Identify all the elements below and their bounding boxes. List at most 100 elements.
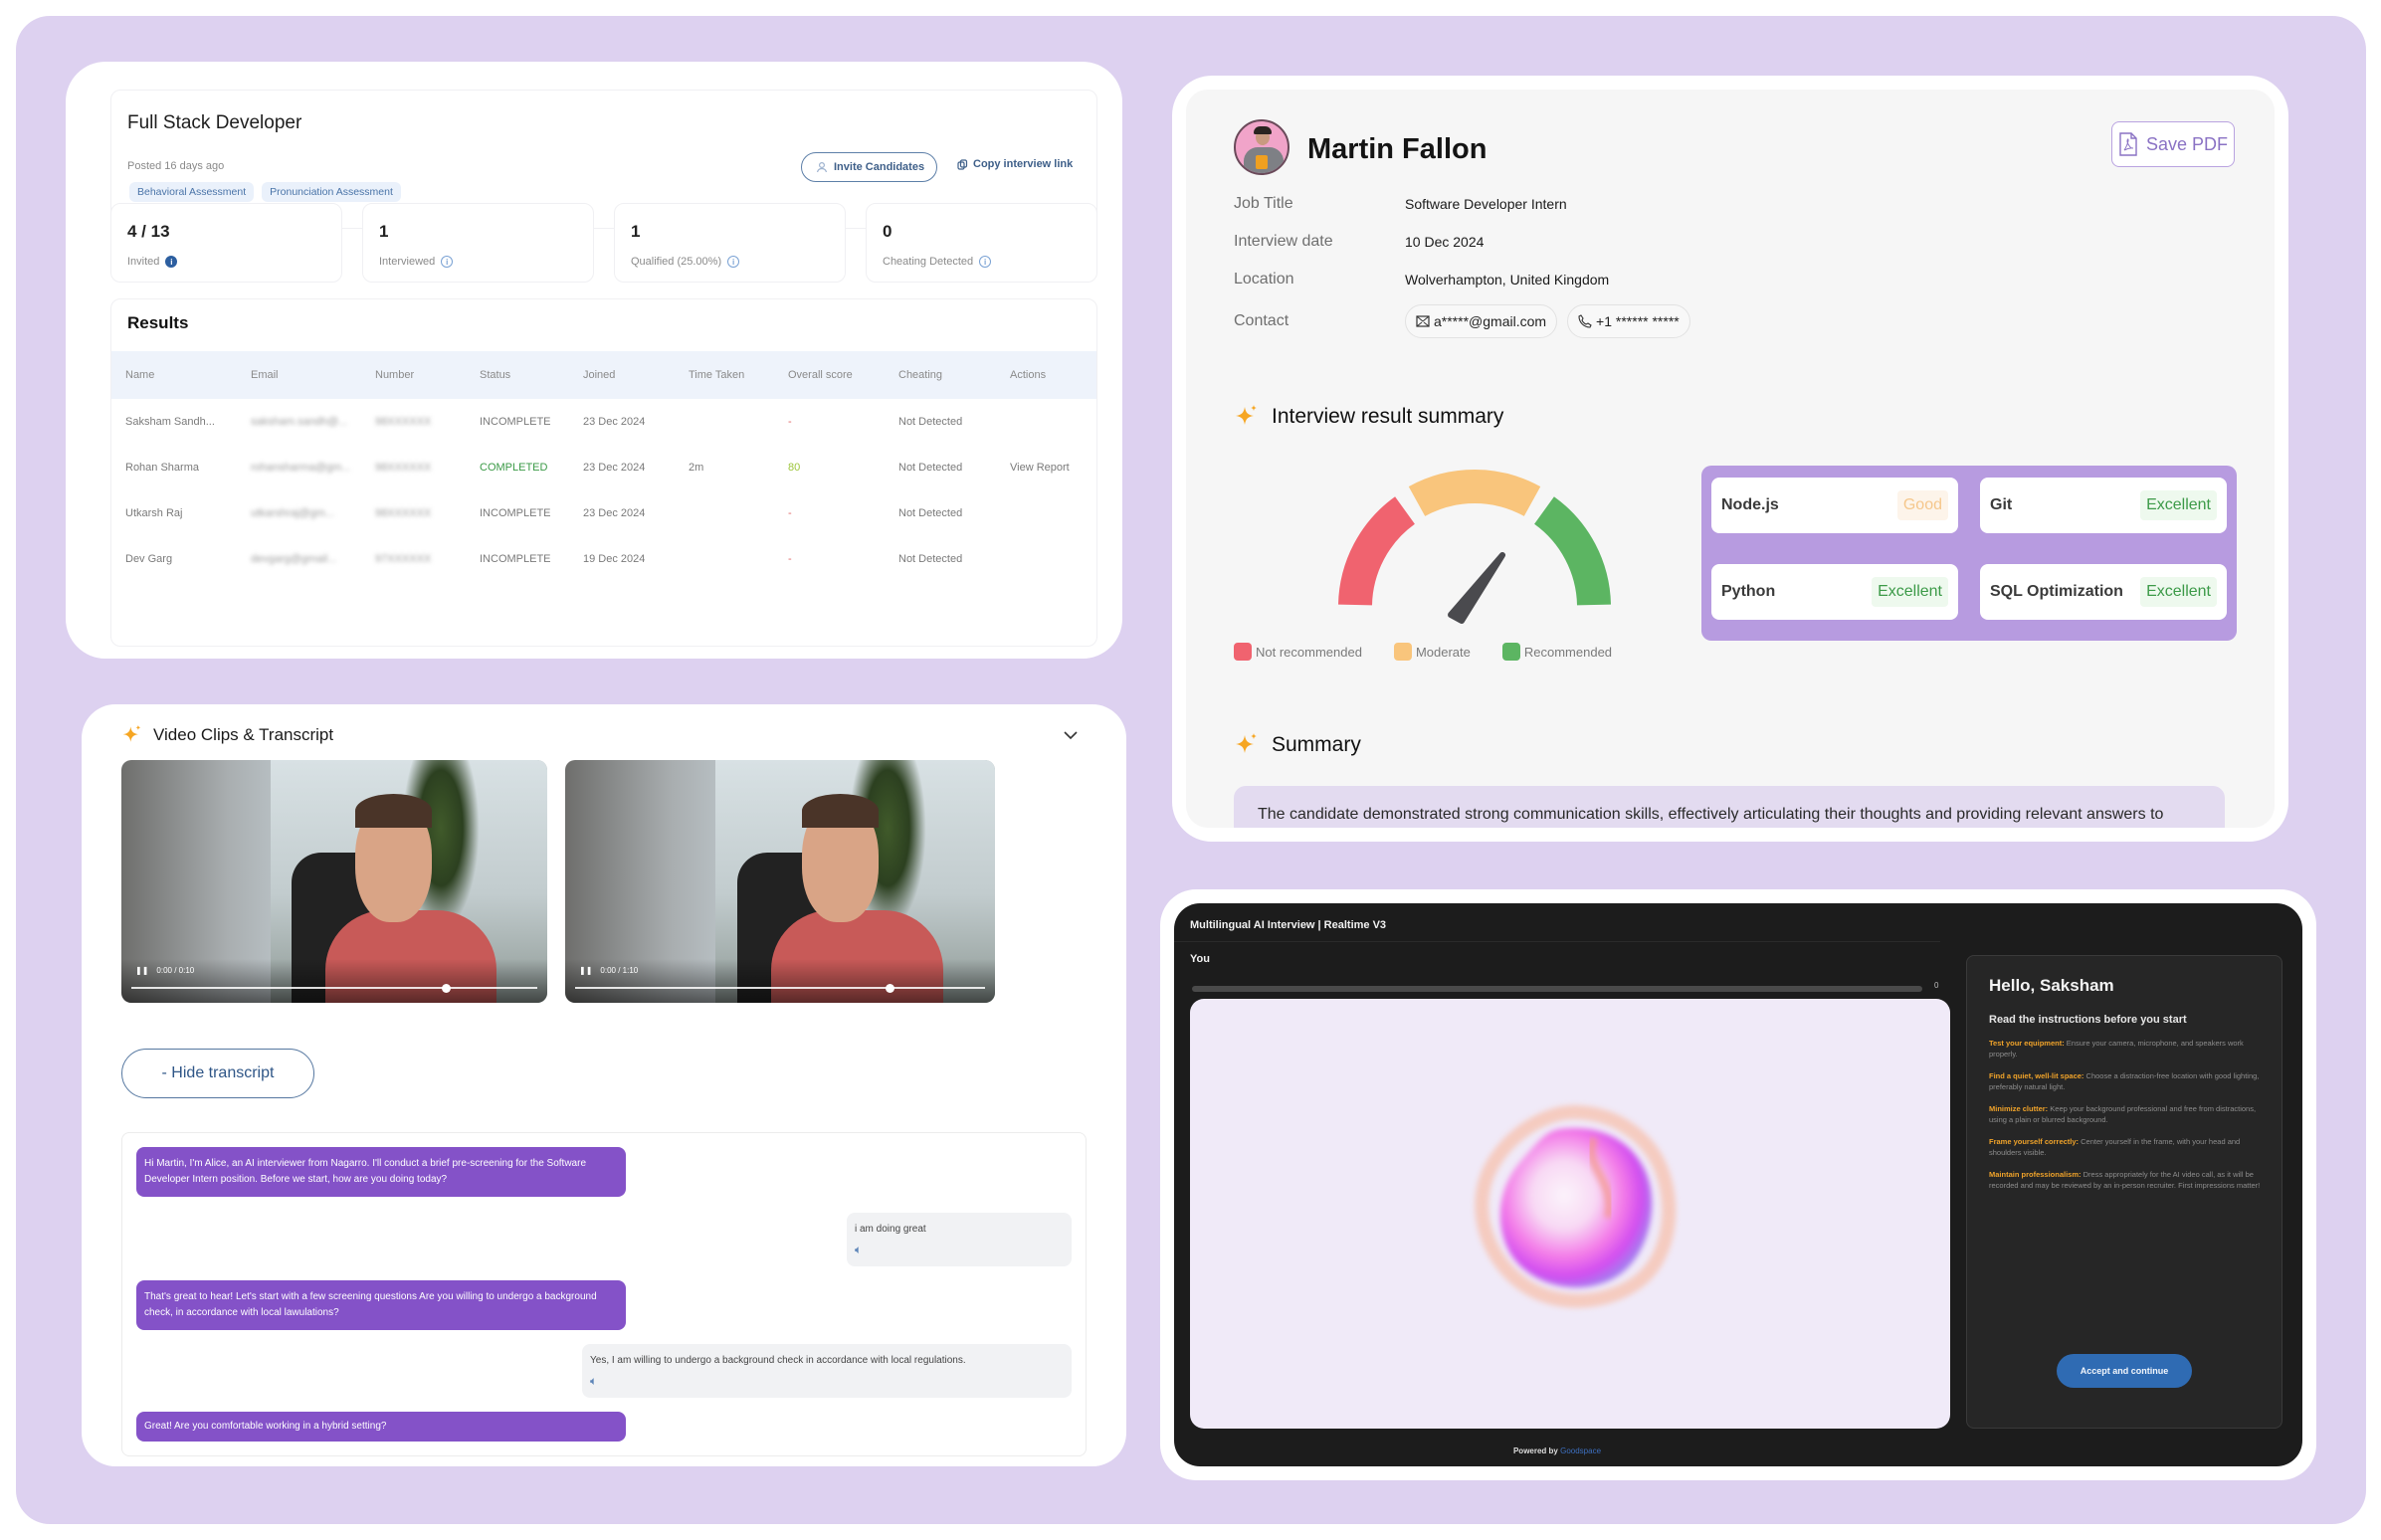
stat-qualified: 1 Qualified (25.00%) i <box>614 203 846 283</box>
info-icon[interactable]: i <box>441 256 454 268</box>
copy-interview-link[interactable]: Copy interview link <box>957 158 1073 170</box>
video-time: 0:00 / 1:10 <box>600 966 639 975</box>
table-row[interactable]: Saksham Sandh... saksham.sandh@... 98XXX… <box>111 399 1096 445</box>
field-location: Location Wolverhampton, United Kingdom <box>1234 271 1609 289</box>
col-joined[interactable]: Joined <box>583 369 616 381</box>
instructions-title: Read the instructions before you start <box>1989 1014 2187 1026</box>
summary-text: The candidate demonstrated strong commun… <box>1234 786 2225 828</box>
stat-value: 0 <box>883 222 893 241</box>
table-row[interactable]: Utkarsh Raj utkarshraj@gm... 98XXXXXX IN… <box>111 490 1096 536</box>
stat-value: 4 / 13 <box>127 222 170 241</box>
skill-card: Python Excellent <box>1711 564 1958 620</box>
invite-candidates-button[interactable]: Invite Candidates <box>801 152 938 182</box>
stat-interviewed: 1 Interviewed i <box>362 203 594 283</box>
cell-joined: 23 Dec 2024 <box>583 416 646 428</box>
accept-and-continue-button[interactable]: Accept and continue <box>2057 1354 2192 1388</box>
field-label: Job Title <box>1234 195 1293 212</box>
save-pdf-button[interactable]: Save PDF <box>2111 121 2235 167</box>
col-status[interactable]: Status <box>480 369 511 381</box>
cell-email: rohansharma@gm... <box>251 462 350 474</box>
video-clip-1[interactable]: ❚❚ 0:00 / 0:10 <box>121 760 547 1003</box>
video-seek-bar[interactable] <box>131 987 537 989</box>
col-number[interactable]: Number <box>375 369 415 381</box>
view-report-link[interactable]: View Report <box>1010 462 1070 474</box>
candidate-message-text: i am doing great <box>855 1224 926 1235</box>
instructions-panel: Hello, Saksham Read the instructions bef… <box>1966 955 2282 1429</box>
chevron-down-icon[interactable] <box>1063 730 1079 740</box>
ai-message: Great! Are you comfortable working in a … <box>136 1412 626 1442</box>
stat-label: Qualified (25.00%) <box>631 256 722 268</box>
cell-joined: 23 Dec 2024 <box>583 507 646 519</box>
col-time-taken[interactable]: Time Taken <box>689 369 745 381</box>
stat-label: Invited <box>127 256 160 268</box>
pause-icon[interactable]: ❚❚ <box>579 966 593 975</box>
assessment-tags: Behavioral Assessment Pronunciation Asse… <box>129 182 401 202</box>
info-icon[interactable]: i <box>979 256 992 268</box>
col-cheating[interactable]: Cheating <box>898 369 943 381</box>
col-name[interactable]: Name <box>125 369 155 381</box>
copy-link-label: Copy interview link <box>973 158 1074 170</box>
speaker-icon[interactable]: 🔈︎ <box>855 1243 863 1256</box>
hide-transcript-button[interactable]: - Hide transcript <box>121 1049 314 1098</box>
skill-name: Git <box>1990 496 2013 513</box>
field-value: 10 Dec 2024 <box>1405 234 1485 250</box>
cell-score: - <box>788 553 792 565</box>
stat-cheating: 0 Cheating Detected i <box>866 203 1097 283</box>
video-section-heading: Video Clips & Transcript <box>121 724 333 746</box>
recommendation-gauge <box>1338 470 1611 624</box>
cell-score: 80 <box>788 462 801 474</box>
copy-icon <box>957 158 968 170</box>
info-icon[interactable]: i <box>165 256 178 268</box>
legend-recommended: Recommended <box>1501 643 1612 661</box>
field-label: Location <box>1234 271 1294 288</box>
cell-email: utkarshraj@gm... <box>251 507 334 519</box>
field-job-title: Job Title Software Developer Intern <box>1234 195 1567 213</box>
skill-rating: Good <box>1896 490 1948 520</box>
skill-name: Python <box>1721 583 1776 600</box>
field-interview-date: Interview date 10 Dec 2024 <box>1234 233 1484 251</box>
candidate-message: Yes, I am willing to undergo a backgroun… <box>582 1344 1072 1398</box>
report-content: Martin Fallon Save PDF Job Title Softwar… <box>1186 90 2275 828</box>
avatar <box>1234 119 1290 175</box>
sparkle-icon <box>1236 733 1257 753</box>
info-icon[interactable]: i <box>727 256 740 268</box>
pause-icon[interactable]: ❚❚ <box>135 966 149 975</box>
skill-rating: Excellent <box>1872 577 1948 607</box>
legend-not-recommended: Not recommended <box>1234 643 1362 661</box>
col-email[interactable]: Email <box>251 369 279 381</box>
col-actions: Actions <box>1010 369 1047 381</box>
cell-name: Saksham Sandh... <box>125 416 215 428</box>
instructions-list: Test your equipment: Ensure your camera,… <box>1989 1038 2264 1202</box>
video-section-title: Video Clips & Transcript <box>153 725 334 744</box>
skills-grid: Node.js Good Git Excellent Python Excell… <box>1701 466 2237 641</box>
brand-link[interactable]: Goodspace <box>1560 1446 1602 1455</box>
cell-email: saksham.sandh@... <box>251 416 348 428</box>
cell-status: INCOMPLETE <box>480 416 551 428</box>
cell-name: Utkarsh Raj <box>125 507 183 519</box>
table-row[interactable]: Dev Garg devgarg@gmail... 97XXXXXX INCOM… <box>111 536 1096 582</box>
instruction-item: Maintain professionalism: Dress appropri… <box>1989 1170 2261 1190</box>
stat-value: 1 <box>379 222 389 241</box>
video-clip-2[interactable]: ❚❚ 0:00 / 1:10 <box>565 760 995 1003</box>
email-chip[interactable]: a*****@gmail.com <box>1405 304 1558 338</box>
cell-score: - <box>788 416 792 428</box>
sparkle-icon <box>122 724 141 742</box>
cell-number: 98XXXXXX <box>375 507 432 519</box>
video-seek-bar[interactable] <box>575 987 985 989</box>
cell-cheating: Not Detected <box>898 416 963 428</box>
cell-email: devgarg@gmail... <box>251 553 337 565</box>
results-table-card: Results Name Email Number Status Joined … <box>110 298 1097 647</box>
video-transcript-panel: Video Clips & Transcript ❚❚ 0:00 / 0:10 ❚… <box>82 704 1126 1466</box>
cell-joined: 19 Dec 2024 <box>583 553 646 565</box>
speaker-icon[interactable]: 🔈︎ <box>590 1374 598 1388</box>
candidate-message-text: Yes, I am willing to undergo a backgroun… <box>590 1355 966 1366</box>
field-label: Contact <box>1234 312 1290 329</box>
cell-cheating: Not Detected <box>898 507 963 519</box>
seek-knob[interactable] <box>886 984 894 993</box>
seek-knob[interactable] <box>442 984 451 993</box>
candidate-message: i am doing great 🔈︎ <box>847 1213 1072 1266</box>
col-overall-score[interactable]: Overall score <box>788 369 853 381</box>
table-row[interactable]: Rohan Sharma rohansharma@gm... 98XXXXXX … <box>111 445 1096 490</box>
pdf-file-icon <box>2119 132 2137 156</box>
phone-chip[interactable]: +1 ****** ***** <box>1567 304 1690 338</box>
